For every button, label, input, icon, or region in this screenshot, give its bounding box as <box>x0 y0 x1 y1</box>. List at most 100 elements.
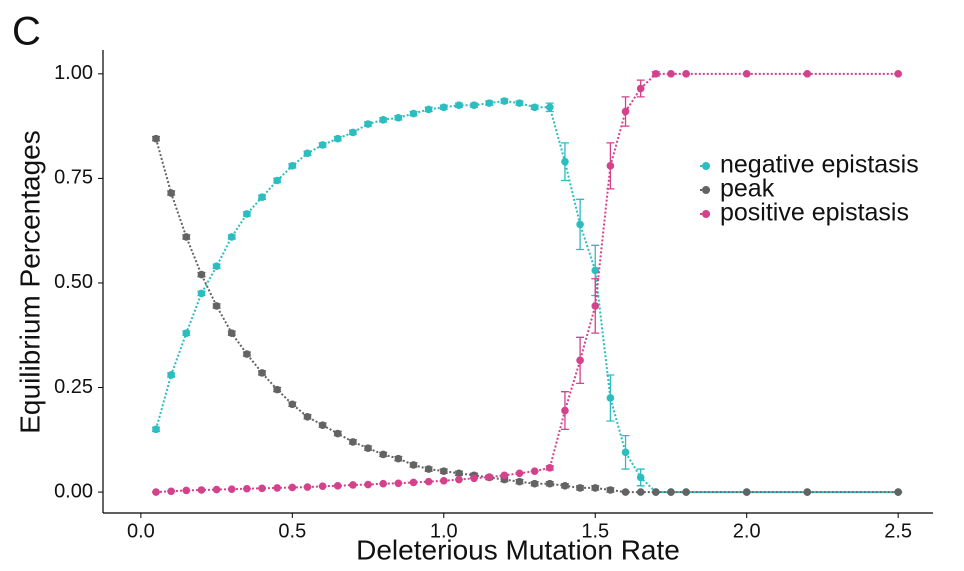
point <box>258 369 266 377</box>
point <box>667 488 675 496</box>
point <box>349 481 357 489</box>
y-tick-label: 0.50 <box>54 271 93 293</box>
point <box>152 488 160 496</box>
point <box>439 103 448 112</box>
point <box>288 162 297 170</box>
point <box>667 70 675 78</box>
point <box>652 70 660 78</box>
point <box>243 350 251 358</box>
point <box>152 425 160 434</box>
point <box>591 266 600 275</box>
point <box>470 101 478 110</box>
point <box>303 483 312 491</box>
point <box>394 479 403 488</box>
point <box>636 84 645 93</box>
point <box>652 488 660 496</box>
point <box>803 488 812 496</box>
point <box>546 479 554 488</box>
point <box>152 134 160 143</box>
point <box>424 105 433 114</box>
point <box>606 162 615 170</box>
point <box>530 467 539 475</box>
point <box>318 482 327 491</box>
legend-marker <box>702 162 710 170</box>
y-axis-title: Equilibrium Percentages <box>14 130 45 434</box>
point <box>500 471 509 480</box>
point <box>273 484 281 492</box>
point <box>742 70 751 78</box>
point <box>394 113 403 122</box>
point <box>212 485 221 494</box>
point <box>379 116 388 124</box>
point <box>303 149 312 158</box>
point <box>243 484 251 493</box>
point <box>455 475 463 484</box>
series-line <box>155 72 899 494</box>
legend-marker <box>702 210 710 218</box>
point <box>273 176 281 185</box>
panel-label: C <box>12 10 41 54</box>
point <box>530 479 539 488</box>
point <box>167 487 175 496</box>
legend-label: negative epistasis <box>720 151 919 179</box>
point <box>288 400 297 409</box>
x-tick-label: 2.0 <box>733 520 761 542</box>
point <box>470 474 478 483</box>
point <box>455 469 463 478</box>
x-tick-label: 2.5 <box>884 520 912 542</box>
point <box>212 302 221 310</box>
x-tick-label: 1.0 <box>430 520 458 542</box>
y-tick-label: 0.00 <box>54 480 93 502</box>
y-tick-label: 0.25 <box>54 376 93 398</box>
point <box>803 70 812 78</box>
point <box>485 473 494 481</box>
y-tick-label: 0.75 <box>54 167 93 189</box>
point <box>591 302 600 310</box>
point <box>409 478 418 487</box>
point <box>606 394 615 402</box>
point <box>212 262 221 271</box>
point <box>227 233 236 241</box>
point <box>515 99 524 107</box>
point <box>182 329 191 337</box>
point <box>621 448 630 457</box>
point <box>167 371 175 379</box>
x-tick-label: 0.5 <box>278 520 306 542</box>
point <box>561 406 569 415</box>
point <box>227 329 236 337</box>
point <box>546 103 554 112</box>
point <box>576 220 584 229</box>
x-axis-title: Deleterious Mutation Rate <box>356 534 680 565</box>
point <box>424 465 433 473</box>
point <box>485 99 494 107</box>
point <box>742 488 751 496</box>
legend-label: peak <box>720 175 775 203</box>
point <box>682 488 690 496</box>
point <box>621 107 630 116</box>
point <box>591 484 600 492</box>
point <box>530 103 539 112</box>
point <box>364 480 372 489</box>
legend-marker <box>702 186 710 194</box>
point <box>894 488 902 496</box>
point <box>349 128 357 137</box>
point <box>500 97 509 105</box>
point <box>318 141 327 149</box>
point <box>258 193 266 202</box>
point <box>182 233 191 241</box>
point <box>455 101 463 110</box>
point <box>258 484 266 493</box>
point <box>303 413 312 421</box>
point <box>379 450 388 459</box>
point <box>364 444 372 452</box>
point <box>424 477 433 486</box>
point <box>197 486 206 494</box>
point <box>561 482 569 490</box>
point <box>515 477 524 486</box>
point <box>197 270 206 279</box>
point <box>439 467 448 475</box>
point <box>546 464 554 472</box>
point <box>636 488 645 496</box>
point <box>606 486 615 494</box>
